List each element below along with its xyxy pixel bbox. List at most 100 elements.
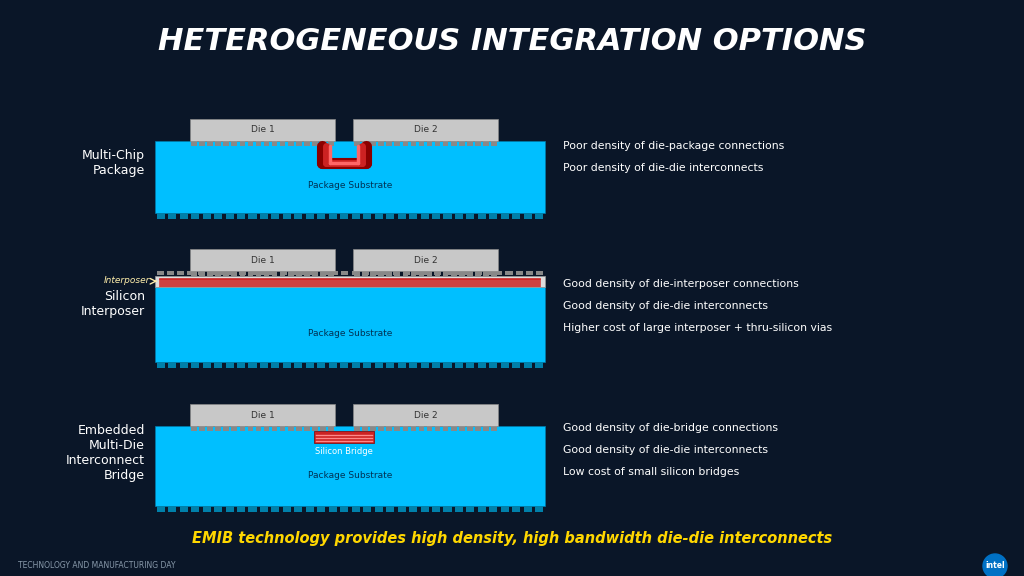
Text: Low cost of small silicon bridges: Low cost of small silicon bridges xyxy=(563,467,739,477)
Bar xyxy=(501,362,509,368)
Bar xyxy=(427,426,432,430)
Bar xyxy=(455,271,462,275)
Bar xyxy=(427,271,432,276)
Bar xyxy=(443,362,452,368)
Bar xyxy=(351,213,359,219)
Bar xyxy=(231,426,238,430)
Bar xyxy=(371,271,376,276)
Bar xyxy=(203,213,211,219)
Bar xyxy=(351,271,358,275)
Text: Embedded
Multi-Die
Interconnect
Bridge: Embedded Multi-Die Interconnect Bridge xyxy=(66,424,145,482)
Bar xyxy=(249,271,256,275)
Bar xyxy=(168,362,176,368)
Bar xyxy=(536,213,544,219)
Bar xyxy=(283,213,291,219)
Text: intel: intel xyxy=(985,562,1005,570)
Bar xyxy=(402,271,410,275)
Bar xyxy=(237,362,245,368)
Bar xyxy=(372,271,379,275)
Bar xyxy=(409,506,417,512)
Bar xyxy=(362,271,368,276)
Bar xyxy=(280,271,286,276)
Bar xyxy=(427,141,432,146)
Bar xyxy=(223,141,229,146)
Bar xyxy=(191,141,197,146)
Bar xyxy=(397,362,406,368)
Bar xyxy=(435,426,440,430)
Text: Package Substrate: Package Substrate xyxy=(308,181,392,190)
Bar xyxy=(466,362,474,368)
Bar xyxy=(280,426,286,430)
FancyBboxPatch shape xyxy=(190,404,335,426)
Bar xyxy=(501,213,509,219)
Bar xyxy=(443,213,452,219)
Bar xyxy=(321,426,326,430)
Bar xyxy=(386,141,392,146)
FancyBboxPatch shape xyxy=(155,141,545,213)
Bar xyxy=(191,506,199,512)
Bar xyxy=(536,506,544,512)
Bar xyxy=(207,271,213,276)
Bar xyxy=(432,362,440,368)
Text: Die 2: Die 2 xyxy=(414,126,437,135)
Bar xyxy=(466,506,474,512)
FancyBboxPatch shape xyxy=(190,119,335,141)
Bar xyxy=(444,271,452,275)
Bar xyxy=(225,362,233,368)
Text: Die 1: Die 1 xyxy=(251,411,274,419)
Bar xyxy=(496,271,503,275)
Bar xyxy=(467,271,473,276)
Bar xyxy=(524,362,531,368)
Bar xyxy=(167,271,174,275)
Bar xyxy=(524,213,531,219)
Bar xyxy=(328,271,334,276)
Bar xyxy=(269,271,276,275)
Bar xyxy=(283,506,291,512)
Bar xyxy=(264,141,269,146)
Text: Good density of die-die interconnects: Good density of die-die interconnects xyxy=(563,445,768,455)
Bar xyxy=(203,506,211,512)
Bar xyxy=(214,362,222,368)
Bar xyxy=(455,213,463,219)
Bar xyxy=(442,426,449,430)
Bar xyxy=(237,506,245,512)
Bar xyxy=(208,271,215,275)
Bar xyxy=(475,141,480,146)
Bar xyxy=(451,426,457,430)
Circle shape xyxy=(983,554,1007,576)
Text: Interposer: Interposer xyxy=(103,276,150,285)
Bar xyxy=(409,213,417,219)
Bar xyxy=(371,426,376,430)
Text: Good density of die-die interconnects: Good density of die-die interconnects xyxy=(563,301,768,311)
Bar xyxy=(411,141,416,146)
Bar xyxy=(475,271,482,275)
Bar xyxy=(354,271,359,276)
Bar xyxy=(421,506,429,512)
Bar xyxy=(290,271,297,275)
Bar xyxy=(371,141,376,146)
Bar xyxy=(223,426,229,430)
Bar xyxy=(379,271,384,276)
Bar xyxy=(537,271,544,275)
Bar xyxy=(312,271,317,276)
Bar xyxy=(280,271,287,275)
Bar xyxy=(306,506,314,512)
Bar xyxy=(215,426,221,430)
Bar xyxy=(475,271,480,276)
Bar xyxy=(321,271,328,275)
Bar xyxy=(354,141,359,146)
Bar xyxy=(248,271,253,276)
Bar xyxy=(231,271,238,276)
Bar xyxy=(228,271,236,275)
Bar xyxy=(362,426,368,430)
Bar xyxy=(364,506,372,512)
Bar xyxy=(375,506,383,512)
Bar xyxy=(489,213,498,219)
Bar xyxy=(218,271,225,275)
Bar xyxy=(288,141,294,146)
Text: Poor density of die-package connections: Poor density of die-package connections xyxy=(563,141,784,151)
Bar xyxy=(264,271,269,276)
Bar xyxy=(483,426,488,430)
Bar xyxy=(200,141,205,146)
Bar xyxy=(435,141,440,146)
